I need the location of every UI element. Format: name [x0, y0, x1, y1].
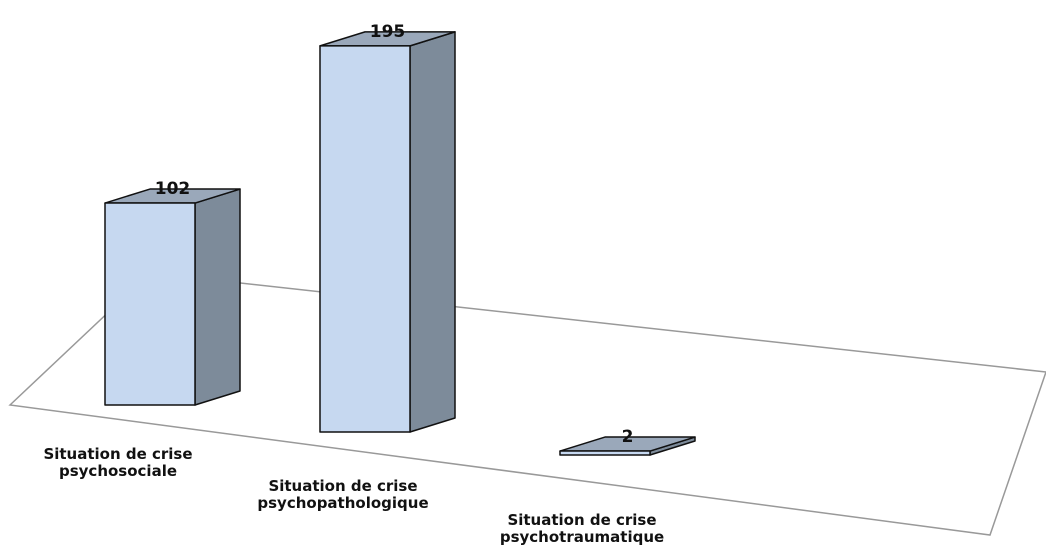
bar-side: [194, 188, 241, 406]
bar-front: [104, 202, 196, 406]
category-label: Situation de crise psychosociale: [43, 445, 193, 480]
bar: [319, 31, 456, 433]
value-label: 2: [622, 427, 634, 447]
value-label: 195: [370, 22, 406, 42]
bar-front: [559, 450, 651, 456]
bar: [104, 188, 241, 406]
floor: [8, 272, 1046, 536]
bar-side: [409, 31, 456, 433]
category-label: Situation de crise psychotraumatique: [499, 511, 665, 546]
category-label: Situation de crise psychopathologique: [257, 477, 429, 512]
value-label: 102: [155, 179, 191, 199]
bar: [559, 436, 696, 456]
bar-front: [319, 45, 411, 433]
